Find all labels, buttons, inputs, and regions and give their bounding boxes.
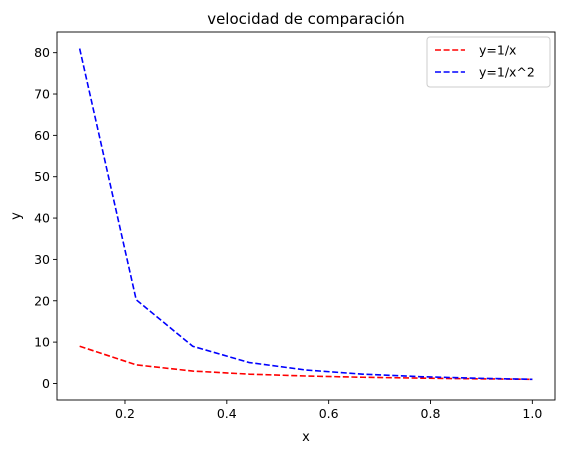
legend: y=1/x y=1/x^2	[426, 36, 551, 88]
x-tick-label: 0.4	[217, 406, 237, 421]
y-tick-label: 10	[34, 335, 50, 350]
chart-title: velocidad de comparación	[207, 10, 405, 28]
legend-label-2: y=1/x^2	[479, 65, 535, 80]
y-tick-label: 20	[34, 293, 50, 308]
x-tick-label: 1.0	[522, 406, 542, 421]
plot-area: 0.2 0.4 0.6 0.8 1.0 0 10 20 30 40 50 60 70 80	[34, 31, 556, 421]
y-tick-label: 80	[34, 45, 50, 60]
y-tick-label: 60	[34, 128, 50, 143]
y-tick-label: 50	[34, 169, 50, 184]
y-tick-label: 0	[42, 376, 50, 391]
x-tick-label: 0.2	[115, 406, 135, 421]
y-tick-label: 70	[34, 87, 50, 102]
y-axis-label: y	[9, 212, 24, 220]
x-tick-label: 0.6	[319, 406, 339, 421]
x-axis-label: x	[302, 430, 310, 445]
legend-label-1: y=1/x	[479, 43, 516, 58]
axes-frame	[56, 31, 556, 401]
y-tick-label: 30	[34, 252, 50, 267]
series-line-2	[78, 48, 533, 381]
series-line-1	[79, 345, 533, 381]
x-tick-label: 0.8	[421, 406, 441, 421]
y-tick-label: 40	[34, 211, 50, 226]
